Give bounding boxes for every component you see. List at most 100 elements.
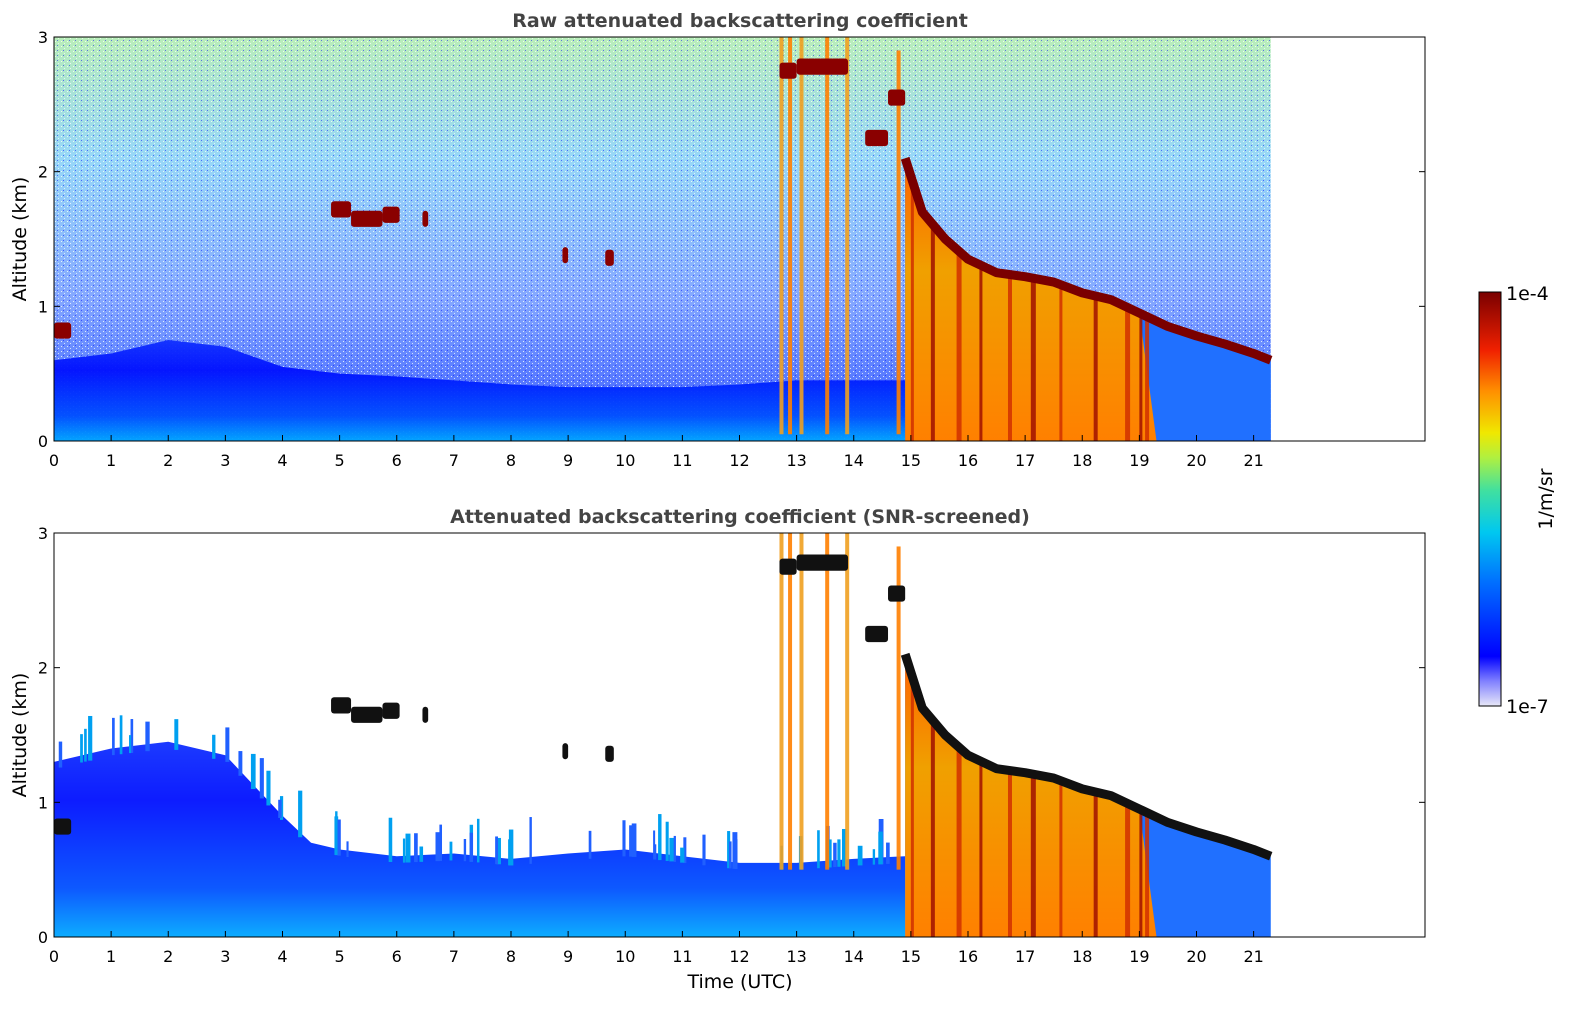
cloud-layer-line: [900, 652, 1273, 861]
screened-signal-spike: [857, 845, 863, 866]
precipitation-column: [825, 37, 830, 435]
screened-signal-spike: [665, 821, 669, 861]
x-tick-label: 15: [901, 451, 921, 470]
screened-signal-spike: [58, 741, 63, 768]
precipitation-streak: [956, 249, 962, 441]
x-tick-label: 1: [106, 451, 116, 470]
x-tick-label: 7: [449, 947, 459, 966]
precipitation-streak: [979, 760, 983, 937]
cloud-patch: [865, 129, 889, 147]
screened-signal-spike: [212, 734, 216, 759]
screened-signal-spike: [298, 790, 303, 838]
x-tick-label: 1: [106, 947, 116, 966]
precipitation-streak: [1139, 313, 1143, 441]
screened-signal-spike: [174, 719, 179, 750]
screened-signal-spike: [476, 818, 480, 863]
raw-panel-title: Raw attenuated backscattering coefficien…: [512, 10, 968, 32]
precipitation-column: [799, 533, 804, 870]
cloud-patch: [605, 249, 614, 266]
cloud-patch: [865, 625, 889, 643]
cloud-patch: [422, 706, 429, 723]
screened-signal-spike: [129, 735, 132, 754]
screened-signal-spike: [402, 838, 406, 863]
precipitation-column: [779, 533, 784, 870]
cloud-patch: [331, 201, 352, 218]
precipitation-streak: [1059, 780, 1063, 937]
cloud-patch: [422, 210, 429, 227]
precipitation-column: [896, 50, 901, 435]
colorbar-gradient: [1478, 291, 1502, 707]
screened-signal-spike: [727, 831, 731, 869]
screened-signal-spike: [734, 839, 738, 870]
cloud-patch: [54, 818, 72, 835]
colorbar-min-label: 1e-7: [1506, 696, 1549, 718]
screened-signal-spike: [145, 721, 150, 752]
cloud-patch: [888, 585, 906, 602]
screened-signal-spike: [631, 823, 637, 857]
screened-signal-spike: [872, 849, 876, 865]
precipitation-streak: [1007, 770, 1012, 937]
x-tick-label: 13: [786, 451, 806, 470]
screened-signal-spike: [837, 839, 841, 867]
screened-panel-title: Attenuated backscattering coefficient (S…: [450, 506, 1030, 528]
x-tick-label: 9: [563, 451, 573, 470]
x-tick-label: 10: [615, 451, 635, 470]
precipitation-streak: [1139, 809, 1143, 937]
x-tick-label: 3: [220, 451, 230, 470]
screened-signal-spike: [669, 837, 675, 862]
y-tick-label: 1: [38, 793, 48, 812]
screened-signal-spike: [886, 842, 890, 864]
x-tick-label: 3: [220, 947, 230, 966]
x-tick-label: 16: [958, 947, 978, 966]
screened-signal-spike: [278, 799, 282, 818]
precipitation-streak: [1059, 284, 1063, 441]
y-tick-label: 0: [38, 432, 48, 451]
screened-signal-spike: [84, 728, 87, 762]
screened-signal-spike: [266, 770, 271, 806]
x-tick-label: 10: [615, 947, 635, 966]
x-tick-label: 17: [1015, 451, 1035, 470]
x-tick-label: 15: [901, 947, 921, 966]
screened-boundary-layer: [54, 741, 906, 937]
screened-signal-spike: [588, 830, 592, 859]
screened-signal-spike: [833, 842, 837, 868]
y-tick-label: 0: [38, 928, 48, 947]
precipitation-streak: [1125, 306, 1131, 441]
screened-panel-xlabel: Time (UTC): [686, 971, 792, 993]
x-tick-label: 19: [1129, 947, 1149, 966]
cloud-patch: [351, 210, 383, 227]
screened-signal-spike: [702, 834, 706, 866]
precipitation-column: [788, 37, 793, 435]
precipitation-streak: [1093, 295, 1098, 441]
cloud-patch: [779, 558, 797, 575]
cloud-patch: [605, 745, 614, 762]
x-tick-label: 11: [672, 947, 692, 966]
precipitation-column: [845, 37, 850, 435]
screened-signal-spike: [238, 751, 243, 776]
precipitation-column: [788, 533, 793, 870]
x-tick-label: 21: [1243, 947, 1263, 966]
x-tick-label: 9: [563, 947, 573, 966]
x-tick-label: 11: [672, 451, 692, 470]
precipitation-streak: [1007, 274, 1012, 441]
cloud-patch: [351, 706, 383, 723]
precipitation-streak: [979, 264, 983, 441]
x-tick-label: 4: [277, 947, 287, 966]
screened-signal-spike: [335, 811, 338, 856]
screened-signal-spike: [654, 844, 657, 860]
precipitation-column: [799, 37, 804, 435]
precipitation-curtain: [905, 654, 1157, 937]
x-tick-label: 20: [1186, 451, 1206, 470]
screened-signal-spike: [414, 833, 418, 863]
boundary-layer: [54, 340, 906, 441]
screened-signal-spike: [622, 820, 626, 857]
precipitation-streak: [910, 176, 914, 441]
screened-signal-spike: [80, 734, 83, 763]
cloud-patch: [888, 89, 906, 106]
screened-signal-spike: [346, 841, 349, 858]
screened-panel-ylabel: Altitude (km): [9, 673, 31, 798]
x-tick-label: 0: [49, 947, 59, 966]
